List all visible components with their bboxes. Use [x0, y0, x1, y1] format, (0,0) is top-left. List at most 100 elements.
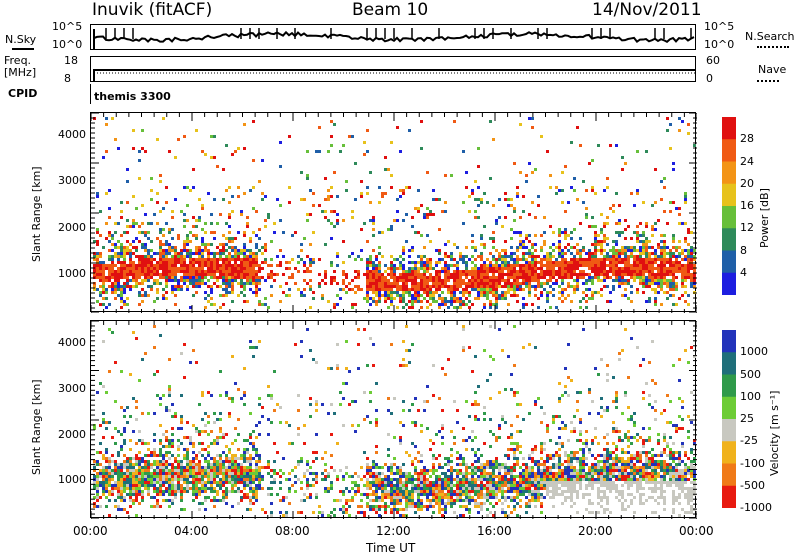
- range-gate-cell: [219, 252, 222, 255]
- range-gate-cell: [96, 231, 99, 234]
- range-gate-cell: [192, 442, 195, 445]
- range-gate-cell: [570, 261, 573, 264]
- range-gate-cell: [414, 264, 417, 267]
- range-gate-cell: [510, 282, 513, 285]
- range-gate-cell: [324, 216, 327, 219]
- range-gate-cell: [582, 249, 585, 252]
- range-gate-cell: [540, 267, 543, 270]
- range-gate-cell: [420, 147, 423, 150]
- range-gate-cell: [120, 448, 123, 451]
- range-gate-cell: [612, 210, 615, 213]
- nsearch-legend-dots: [757, 46, 789, 48]
- range-gate-cell: [141, 258, 144, 261]
- range-gate-cell: [240, 499, 243, 502]
- range-gate-cell: [132, 430, 135, 433]
- range-gate-cell: [165, 243, 168, 246]
- range-gate-cell: [519, 171, 522, 174]
- range-gate-cell: [333, 279, 336, 282]
- colorbar-tick-label: 16: [740, 199, 754, 212]
- range-gate-cell: [579, 249, 582, 252]
- range-gate-cell: [405, 288, 408, 291]
- range-gate-cell: [204, 448, 207, 451]
- range-gate-cell: [153, 373, 156, 376]
- range-gate-cell: [282, 496, 285, 499]
- range-gate-cell: [303, 279, 306, 282]
- range-gate-cell: [510, 198, 513, 201]
- range-gate-cell: [489, 282, 492, 285]
- range-gate-cell: [138, 270, 141, 273]
- range-gate-cell: [210, 222, 213, 225]
- range-gate-cell: [186, 243, 189, 246]
- range-gate-cell: [222, 472, 225, 475]
- range-gate-cell: [342, 288, 345, 291]
- range-gate-cell: [219, 472, 222, 475]
- range-gate-cell: [234, 273, 237, 276]
- range-gate-cell: [138, 457, 141, 460]
- range-gate-cell: [690, 252, 693, 255]
- range-gate-cell: [171, 403, 174, 406]
- range-gate-cell: [261, 252, 264, 255]
- range-gate-cell: [531, 258, 534, 261]
- range-gate-cell: [366, 478, 369, 481]
- range-gate-cell: [174, 288, 177, 291]
- range-gate-cell: [369, 303, 372, 306]
- range-gate-cell: [171, 210, 174, 213]
- range-gate-cell: [162, 394, 165, 397]
- range-gate-cell: [441, 270, 444, 273]
- range-gate-cell: [153, 454, 156, 457]
- range-gate-cell: [594, 249, 597, 252]
- range-gate-cell: [207, 270, 210, 273]
- range-gate-cell: [156, 267, 159, 270]
- range-gate-cell: [426, 490, 429, 493]
- range-gate-cell: [396, 285, 399, 288]
- range-gate-cell: [417, 487, 420, 490]
- range-gate-cell: [150, 255, 153, 258]
- range-gate-cell: [195, 267, 198, 270]
- range-gate-cell: [405, 451, 408, 454]
- range-gate-cell: [96, 475, 99, 478]
- range-gate-cell: [684, 291, 687, 294]
- range-gate-cell: [114, 285, 117, 288]
- range-gate-cell: [234, 258, 237, 261]
- range-gate-cell: [522, 297, 525, 300]
- range-gate-cell: [687, 249, 690, 252]
- range-gate-cell: [360, 478, 363, 481]
- range-gate-cell: [519, 246, 522, 249]
- range-gate-cell: [633, 258, 636, 261]
- range-gate-cell: [465, 496, 468, 499]
- range-gate-cell: [627, 261, 630, 264]
- range-gate-cell: [660, 267, 663, 270]
- range-gate-cell: [207, 421, 210, 424]
- range-gate-cell: [219, 463, 222, 466]
- range-gate-cell: [522, 252, 525, 255]
- range-gate-cell: [390, 484, 393, 487]
- range-gate-cell: [252, 346, 255, 349]
- range-gate-cell: [507, 273, 510, 276]
- range-gate-cell: [399, 499, 402, 502]
- range-gate-cell: [207, 267, 210, 270]
- range-gate-cell: [639, 267, 642, 270]
- range-gate-cell: [582, 297, 585, 300]
- range-gate-cell: [237, 282, 240, 285]
- range-gate-cell: [621, 261, 624, 264]
- range-gate-cell: [171, 478, 174, 481]
- range-gate-cell: [240, 457, 243, 460]
- range-gate-cell: [501, 225, 504, 228]
- range-gate-cell: [435, 270, 438, 273]
- range-gate-cell: [588, 276, 591, 279]
- range-gate-cell: [102, 436, 105, 439]
- range-gate-cell: [96, 487, 99, 490]
- range-gate-cell: [423, 267, 426, 270]
- range-gate-cell: [369, 255, 372, 258]
- range-gate-cell: [453, 300, 456, 303]
- range-gate-cell: [357, 424, 360, 427]
- range-gate-cell: [210, 267, 213, 270]
- range-gate-cell: [180, 499, 183, 502]
- range-gate-cell: [168, 445, 171, 448]
- range-gate-cell: [651, 234, 654, 237]
- range-gate-cell: [309, 484, 312, 487]
- range-gate-cell: [426, 264, 429, 267]
- range-gate-cell: [360, 192, 363, 195]
- range-gate-cell: [411, 297, 414, 300]
- range-gate-cell: [600, 273, 603, 276]
